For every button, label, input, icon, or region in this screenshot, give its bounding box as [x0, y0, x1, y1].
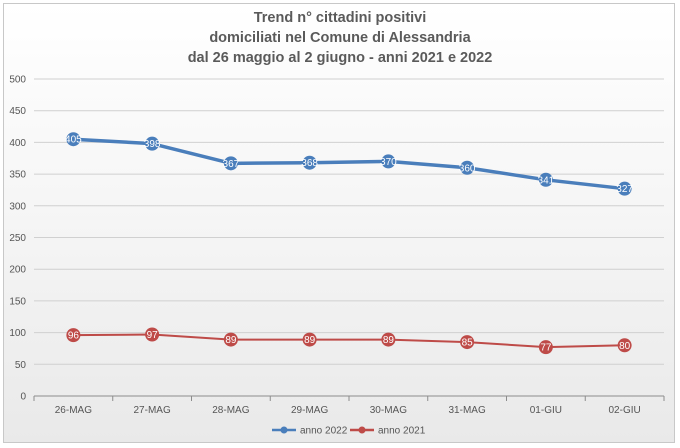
data-label: 341: [538, 175, 555, 186]
data-label: 327: [616, 184, 633, 195]
data-point: [617, 338, 632, 353]
y-tick-label-300: 300: [9, 201, 26, 212]
y-tick-label-500: 500: [9, 75, 26, 86]
data-label: 367: [223, 159, 240, 170]
data-label: 368: [301, 158, 318, 169]
y-tick-label-200: 200: [9, 265, 26, 276]
data-point: [66, 132, 81, 147]
chart-title-line-2: domiciliati nel Comune di Alessandria: [209, 30, 471, 46]
y-tick-label-50: 50: [15, 360, 27, 371]
data-point: [460, 335, 475, 350]
data-label: 96: [68, 331, 80, 342]
data-label: 89: [383, 335, 395, 346]
data-point: [460, 160, 475, 175]
y-tick-label-350: 350: [9, 170, 26, 181]
x-tick-label-29-MAG: 29-MAG: [291, 405, 328, 416]
x-axis: 26-MAG 27-MAG 28-MAG 29-MAG 30-MAG 31-MAG 01-G…: [33, 395, 665, 416]
x-tick-label-30-MAG: 30-MAG: [370, 405, 407, 416]
series-line-anno-2021: [73, 333, 625, 349]
data-label: 89: [225, 335, 237, 346]
data-point: [538, 172, 553, 187]
data-point: [66, 328, 81, 343]
series-line-anno-2022: [73, 137, 625, 191]
data-point: [223, 332, 238, 347]
data-label: 89: [304, 335, 316, 346]
data-label: 405: [65, 135, 82, 146]
legend-swatch-marker: [280, 426, 288, 434]
data-label: 398: [144, 139, 161, 150]
data-point: [381, 332, 396, 347]
data-label: 77: [540, 343, 552, 354]
series-layer: 405 398 367 368 370 360 341 327 96 97 89 89 89 85 77 80: [65, 132, 633, 355]
data-label: 80: [619, 341, 631, 352]
data-point: [302, 332, 317, 347]
y-tick-label-250: 250: [9, 233, 26, 244]
grid-lines: [34, 78, 664, 365]
y-tick-label-450: 450: [9, 106, 26, 117]
data-point: [145, 136, 160, 151]
data-label: 85: [462, 338, 474, 349]
legend-entry-anno-2022: anno 2022: [300, 426, 348, 437]
data-point: [145, 327, 160, 342]
data-point: [617, 181, 632, 196]
x-tick-label-28-MAG: 28-MAG: [212, 405, 249, 416]
y-axis: 0 50 100 150 200 250 300 350 400 450 500: [9, 75, 26, 403]
x-tick-label-26-MAG: 26-MAG: [55, 405, 92, 416]
y-tick-label-400: 400: [9, 138, 26, 149]
data-point: [302, 155, 317, 170]
legend-swatch-marker: [358, 426, 366, 434]
data-point: [538, 340, 553, 355]
legend: anno 2022 anno 2021: [272, 426, 426, 437]
x-tick-label-27-MAG: 27-MAG: [134, 405, 171, 416]
y-tick-label-150: 150: [9, 296, 26, 307]
x-tick-label-01-GIU: 01-GIU: [530, 405, 562, 416]
x-tick-label-02-GIU: 02-GIU: [609, 405, 641, 416]
data-label: 370: [380, 157, 397, 168]
y-tick-label-0: 0: [20, 392, 26, 403]
data-label: 360: [459, 163, 476, 174]
data-label: 97: [147, 330, 159, 341]
x-tick-label-31-MAG: 31-MAG: [449, 405, 486, 416]
data-point: [381, 154, 396, 169]
legend-entry-anno-2021: anno 2021: [378, 426, 426, 437]
chart-title-line-1: Trend n° cittadini positivi: [253, 10, 427, 26]
chart-frame: [3, 3, 675, 443]
data-point: [223, 156, 238, 171]
chart-title-line-3: dal 26 maggio al 2 giugno - anni 2021 e …: [187, 50, 493, 66]
y-tick-label-100: 100: [9, 328, 26, 339]
